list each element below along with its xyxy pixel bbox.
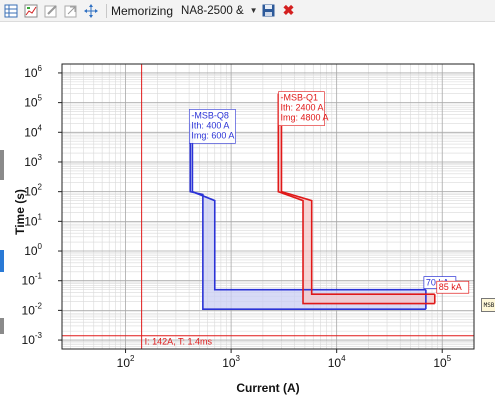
curve-upper-MSB-Q1 [280,93,435,296]
x-tick-label: 103 [222,354,240,370]
left-panel-selection-edge [0,250,4,272]
cursor-readout: I: 142A, T: 1.4ms [145,337,213,347]
curve-info-line: Ith: 400 A [191,120,229,130]
curve-info-line: -MSB-Q1 [280,93,318,103]
x-tick-label: 105 [433,354,451,370]
curve-lower-MSB-Q8 [189,123,426,310]
toolbar-divider [106,3,107,18]
curve-info-line: Ith: 2400 A [280,103,323,113]
breaking-capacity-label: 85 kA [439,282,462,292]
y-tick-label: 10-3 [22,331,43,347]
curve-lower-MSB-Q1 [277,93,435,305]
y-axis-label: Time (s) [13,189,27,235]
close-icon[interactable]: ✖ [282,2,295,18]
grid-icon[interactable] [3,3,19,19]
chevron-down-icon: ▼ [249,6,258,15]
y-tick-label: 106 [24,64,42,80]
x-tick-label: 102 [117,354,135,370]
y-tick-label: 10-1 [22,272,43,288]
y-tick-label: 100 [24,242,42,258]
chart-icon[interactable] [23,3,39,19]
x-axis-label: Current (A) [236,381,299,395]
memorizing-label: Memorizing [111,3,174,18]
curve-info-line: -MSB-Q8 [191,110,229,120]
edit-icon[interactable] [43,3,59,19]
plot-frame [61,63,475,350]
curve-info-box-MSB-Q8 [189,109,236,144]
curve-info-line: Img: 600 A [191,130,234,140]
left-panel-edge [0,150,4,180]
curve-info-box-MSB-Q1 [278,91,325,126]
expand-icon[interactable] [63,3,79,19]
y-tick-label: 103 [24,153,42,169]
x-tick-label: 104 [328,354,346,370]
move-icon[interactable] [83,3,99,19]
trip-curve-chart: 102 103 104 10510-310-210-11001011021031041… [13,63,475,395]
device-select[interactable]: NA8-2500 & ▼ [179,2,260,20]
device-select-value: NA8-2500 & [181,4,244,17]
y-tick-label: 10-2 [22,301,43,317]
curve-band-MSB-Q8 [190,123,426,310]
curve-upper-MSB-Q8 [191,123,426,291]
y-tick-label: 105 [24,94,42,110]
curve-info-line: Img: 4800 A [280,113,328,123]
y-tick-label: 104 [24,123,42,139]
toolbar: Memorizing NA8-2500 & ▼ ✖ [0,0,495,22]
breaking-capacity-box-MSB-Q1 [436,280,470,294]
save-icon[interactable] [261,3,277,19]
left-panel-edge-bottom [0,318,4,334]
curve-tooltip-chip: MSB [481,298,495,312]
